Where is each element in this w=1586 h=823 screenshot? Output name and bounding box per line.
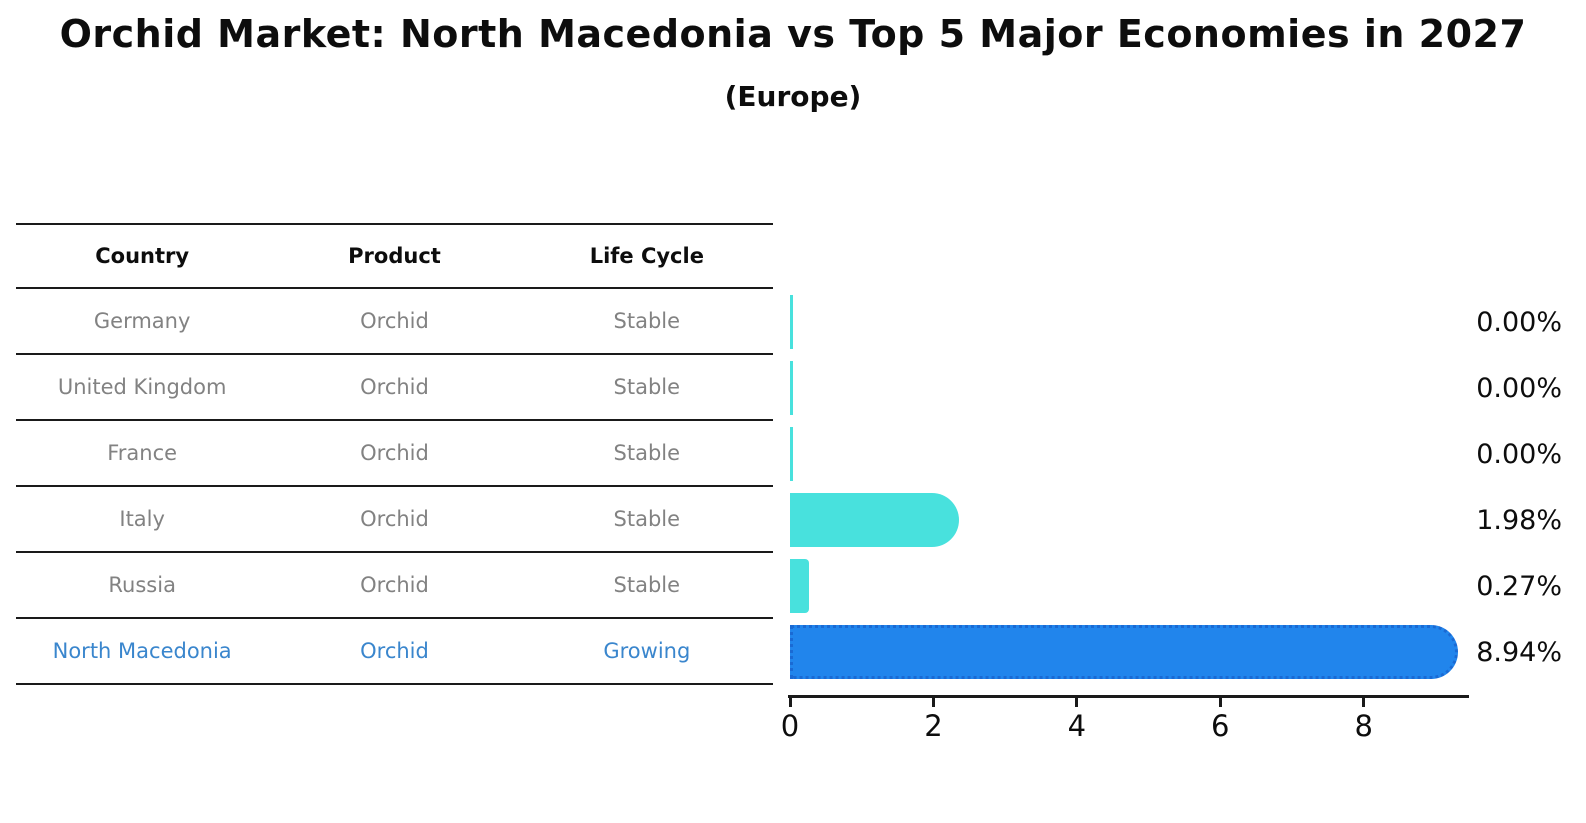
info-table: Country Product Life Cycle Germany Orchid… — [16, 223, 773, 685]
bar-france — [790, 427, 793, 481]
table-row: Russia Orchid Stable — [16, 553, 773, 619]
x-axis-tick-label: 4 — [1067, 709, 1087, 743]
table-cell-product: Orchid — [360, 309, 429, 333]
table-header-country: Country — [95, 244, 190, 268]
x-axis-line — [788, 695, 1469, 698]
bar-united-kingdom — [790, 361, 793, 415]
table-row: United Kingdom Orchid Stable — [16, 355, 773, 421]
bar-italy — [790, 493, 959, 547]
table-cell-country: Germany — [93, 309, 191, 333]
bar-chart: 0 2 4 6 8 — [781, 289, 1469, 789]
bar-value-label: 0.00% — [1476, 438, 1562, 470]
chart-subtitle: (Europe) — [724, 80, 862, 113]
table-cell-country: Russia — [108, 573, 176, 597]
bar-north-macedonia — [790, 625, 1459, 679]
table-header-product: Product — [348, 244, 441, 268]
table-cell-country: Italy — [119, 507, 165, 531]
table-row: North Macedonia Orchid Growing — [16, 619, 773, 685]
x-axis-tick-label: 8 — [1354, 709, 1373, 743]
chart-title: Orchid Market: North Macedonia vs Top 5 … — [59, 12, 1527, 56]
table-cell-life-cycle: Stable — [613, 507, 681, 531]
table-row: Germany Orchid Stable — [16, 289, 773, 355]
table-cell-product: Orchid — [360, 639, 429, 663]
x-axis-tick-label: 0 — [780, 709, 800, 743]
x-axis-tick — [1218, 698, 1222, 707]
table-cell-country: United Kingdom — [57, 375, 227, 399]
bar-value-label: 1.98% — [1476, 504, 1562, 536]
table-cell-product: Orchid — [360, 573, 429, 597]
table-cell-country: France — [107, 441, 178, 465]
table-cell-life-cycle: Stable — [613, 309, 681, 333]
bar-russia — [790, 559, 810, 613]
bar-value-label: 0.00% — [1476, 306, 1562, 338]
table-header-life-cycle: Life Cycle — [589, 244, 704, 268]
bar-value-label: 0.00% — [1476, 372, 1562, 404]
x-axis-tick — [788, 698, 792, 707]
x-axis-tick-label: 6 — [1211, 709, 1230, 743]
table-cell-life-cycle: Stable — [613, 441, 681, 465]
table-header-row: Country Product Life Cycle — [16, 223, 773, 289]
table-row: France Orchid Stable — [16, 421, 773, 487]
table-cell-product: Orchid — [360, 507, 429, 531]
table-row: Italy Orchid Stable — [16, 487, 773, 553]
table-cell-product: Orchid — [360, 375, 429, 399]
bar-value-label: 8.94% — [1476, 636, 1562, 668]
bar-germany — [790, 295, 793, 349]
table-cell-life-cycle: Growing — [603, 639, 691, 663]
table-cell-life-cycle: Stable — [613, 375, 681, 399]
table-body: Germany Orchid Stable United Kingdom Orchid S… — [16, 289, 773, 685]
table-cell-product: Orchid — [360, 441, 429, 465]
x-axis-tick-label: 2 — [924, 709, 943, 743]
bar-value-label: 0.27% — [1476, 570, 1562, 602]
x-axis-tick — [931, 698, 935, 707]
table-cell-country: North Macedonia — [52, 639, 232, 663]
x-axis-tick — [1362, 698, 1366, 707]
table-cell-life-cycle: Stable — [613, 573, 681, 597]
x-axis-tick — [1075, 698, 1079, 707]
